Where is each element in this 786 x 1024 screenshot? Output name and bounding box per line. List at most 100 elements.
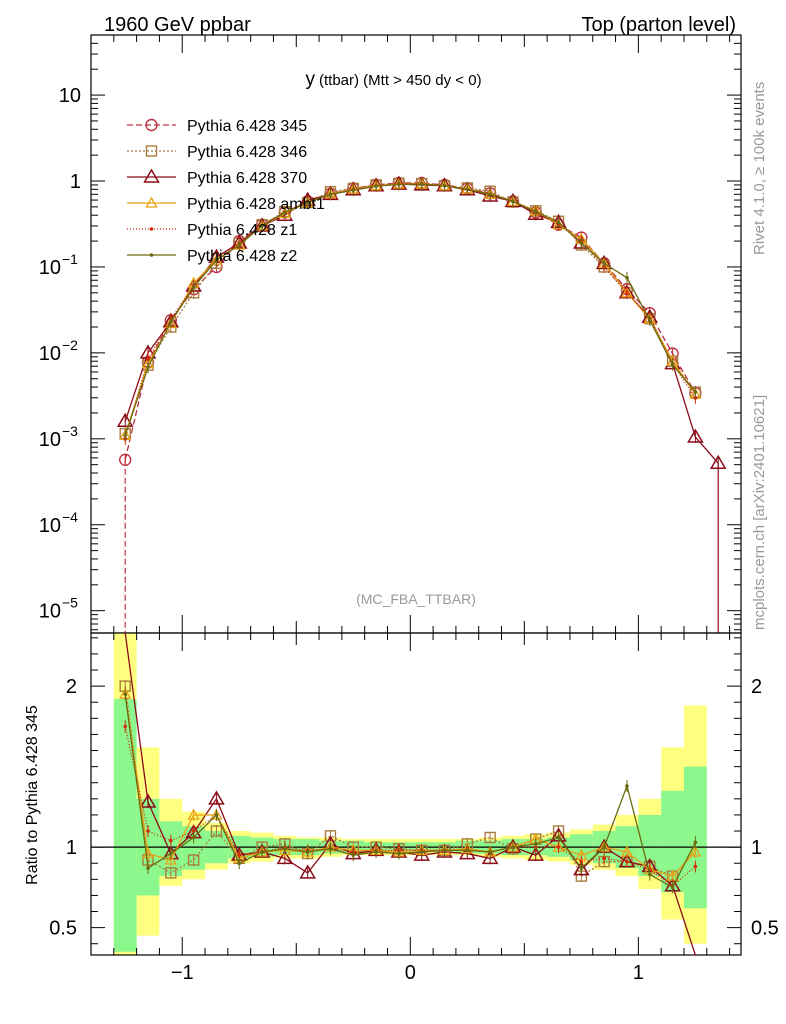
mcplots-label: mcplots.cern.ch [arXiv:2401.10621] — [751, 395, 768, 630]
data-point — [533, 842, 538, 846]
series-line — [124, 694, 696, 889]
data-point — [237, 243, 242, 247]
data-point — [465, 848, 470, 853]
data-point — [123, 692, 128, 696]
legend-item-z2: Pythia 6.428 z2 — [127, 248, 297, 265]
legend-label: Pythia 6.428 z1 — [187, 222, 297, 239]
data-point — [625, 275, 629, 280]
data-point — [670, 362, 675, 367]
data-point — [146, 365, 150, 370]
data-point — [579, 866, 584, 870]
data-point — [328, 192, 333, 197]
main-title-subtext: (ttbar) (Mtt > 450 dy < 0) — [319, 72, 482, 89]
legend-marker — [145, 145, 158, 157]
legend-label: Pythia 6.428 z2 — [187, 248, 297, 265]
data-point — [191, 835, 196, 840]
data-point — [488, 850, 492, 854]
legend-marker — [145, 118, 158, 132]
data-point — [305, 850, 310, 854]
ratio-ytick-label-left: 1 — [66, 837, 77, 859]
data-point — [419, 182, 424, 186]
main-series-z2 — [123, 178, 698, 442]
ratio-ytick-label-right: 2 — [751, 676, 762, 698]
data-point — [527, 846, 545, 861]
ratio-series-z2 — [123, 688, 698, 894]
data-point — [169, 319, 173, 324]
data-point — [488, 192, 492, 197]
ratio-band-green — [661, 790, 684, 893]
data-point — [237, 853, 242, 857]
legend-item-z1: Pythia 6.428 z1 — [127, 222, 297, 239]
ratio-ytick-label-left: 0.5 — [49, 918, 77, 940]
ratio-xtick-label: 0 — [405, 962, 416, 984]
main-ytick-exponent: −4 — [62, 509, 78, 525]
data-point — [123, 433, 128, 438]
data-point — [693, 390, 698, 394]
data-point — [442, 848, 447, 853]
data-point — [625, 859, 629, 864]
data-point — [602, 845, 606, 849]
data-point — [511, 199, 515, 204]
data-point — [374, 184, 378, 189]
data-point — [573, 861, 590, 876]
ratio-band-green — [113, 699, 137, 952]
ratio-ytick-label-right: 1 — [751, 837, 762, 859]
main-ytick-label: 10 — [39, 257, 61, 279]
data-point — [214, 258, 219, 262]
main-ytick-label: 1 — [70, 171, 81, 193]
main-ytick-label: 10 — [39, 429, 61, 451]
data-point — [670, 885, 675, 890]
data-point — [283, 210, 287, 215]
data-point — [208, 790, 225, 805]
main-title: y — [306, 69, 316, 90]
data-point — [397, 851, 401, 856]
data-point — [556, 220, 561, 225]
data-point — [625, 784, 629, 788]
data-point — [687, 428, 704, 443]
legend-item-p346: Pythia 6.428 346 — [127, 144, 307, 161]
data-point — [602, 261, 606, 266]
data-point — [351, 188, 356, 193]
legend-label: Pythia 6.428 ambt1 — [187, 196, 325, 213]
data-point — [556, 835, 561, 840]
header-right-title: Top (parton level) — [581, 14, 736, 36]
data-point — [689, 845, 702, 857]
data-point — [481, 849, 499, 865]
data-point — [276, 849, 294, 865]
series-line — [124, 183, 696, 436]
ratio-band-green — [638, 814, 662, 877]
data-point — [191, 285, 196, 290]
rivet-version-label: Rivet 4.1.0, ≥ 100k events — [751, 82, 768, 255]
data-point — [146, 357, 150, 361]
data-point — [123, 724, 128, 729]
ratio-xtick-label: 1 — [633, 962, 644, 984]
data-point — [647, 318, 652, 323]
data-point — [260, 850, 264, 854]
data-point — [305, 200, 310, 205]
main-ytick-exponent: −3 — [62, 423, 78, 439]
data-point — [191, 829, 196, 833]
data-point — [260, 224, 264, 228]
legend-item-p370: Pythia 6.428 370 — [127, 168, 307, 187]
data-point — [169, 838, 173, 843]
data-point — [139, 793, 157, 808]
data-point — [237, 861, 242, 866]
legend-label: Pythia 6.428 370 — [187, 170, 307, 187]
main-ytick-exponent: −1 — [62, 251, 78, 267]
data-point — [187, 808, 200, 820]
data-point — [283, 846, 287, 851]
data-point — [146, 829, 150, 833]
data-point — [146, 866, 150, 870]
header-left-title: 1960 GeV ppbar — [104, 14, 251, 36]
data-point — [351, 853, 356, 857]
data-point — [556, 845, 561, 849]
data-point — [374, 850, 378, 854]
main-ytick-label: 10 — [39, 343, 61, 365]
ratio-ylabel: Ratio to Pythia 6.428 345 — [24, 705, 41, 885]
main-ytick-label: 10 — [39, 601, 61, 623]
data-point — [465, 187, 470, 192]
main-ytick-exponent: −5 — [62, 595, 78, 611]
data-point — [484, 831, 496, 844]
legend-marker — [149, 253, 154, 257]
legend-label: Pythia 6.428 345 — [187, 118, 307, 135]
